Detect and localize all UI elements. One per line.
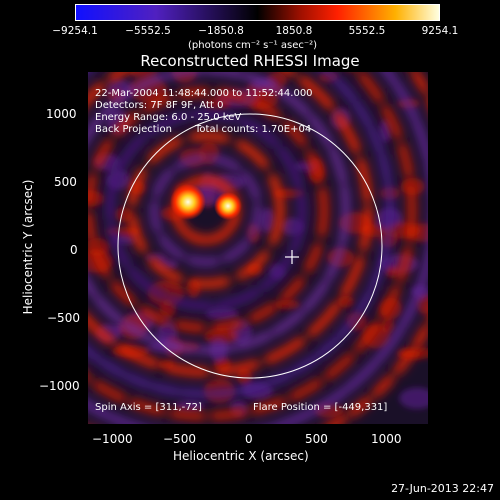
y-tick: 500 [54, 175, 77, 189]
x-axis-label: Heliocentric X (arcsec) [173, 449, 309, 463]
y-tick: −1000 [39, 379, 80, 393]
method-label: Back Projection [95, 124, 172, 135]
x-tick: −500 [163, 432, 196, 446]
ring-artifact [88, 72, 395, 399]
flare-source [214, 192, 242, 220]
noise-blob [399, 387, 428, 409]
x-tick: 0 [245, 432, 253, 446]
solar-image [88, 72, 428, 424]
x-tick: 500 [305, 432, 328, 446]
y-tick: 0 [70, 243, 78, 257]
flare-position-label: Flare Position = [-449,331] [253, 402, 388, 413]
y-axis-label: Heliocentric Y (arcsec) [21, 179, 35, 315]
noise-blob [274, 299, 301, 310]
y-tick: −500 [47, 311, 80, 325]
timestamp: 27-Jun-2013 22:47 [391, 482, 494, 495]
total-counts: Total counts: 1.70E+04 [195, 124, 312, 135]
colorbar-tick: −5552.5 [125, 25, 171, 37]
noise-blob [205, 307, 239, 320]
colorbar-tick: 5552.5 [348, 25, 386, 37]
ring-artifact [88, 72, 373, 377]
ring-artifact [149, 153, 263, 267]
spin-axis-label: Spin Axis = [311,-72] [95, 402, 202, 413]
ring-artifact [88, 87, 329, 333]
ring-artifact [127, 131, 285, 289]
solar-limb [117, 113, 383, 379]
noise-blob [129, 72, 159, 78]
ring-artifact [105, 109, 307, 311]
noise-blob [204, 327, 239, 345]
noise-blob [384, 266, 400, 278]
y-tick: 1000 [46, 107, 77, 121]
detectors-label: Detectors: 7F 8F 9F, Att 0 [95, 100, 224, 111]
colorbar-units: (photons cm⁻² s⁻¹ asec⁻²) [188, 40, 318, 51]
colorbar-tick: 9254.1 [421, 25, 459, 37]
image-canvas [88, 72, 428, 424]
x-tick: 1000 [371, 432, 402, 446]
noise-blob [338, 295, 354, 308]
noise-blob [379, 119, 392, 143]
flare-source [170, 184, 206, 220]
x-tick: −1000 [92, 432, 133, 446]
noise-blob [259, 208, 276, 233]
colorbar-tick: −9254.1 [52, 25, 98, 37]
ring-artifact [88, 72, 351, 355]
ring-artifact [88, 72, 417, 421]
time-range: 22-Mar-2004 11:48:44.000 to 11:52:44.000 [95, 88, 313, 99]
plot-title: Reconstructed RHESSI Image [140, 52, 360, 70]
colorbar-tick: −1850.8 [198, 25, 244, 37]
colorbar [75, 4, 440, 21]
noise-blob [203, 97, 231, 110]
colorbar-tick: 1850.8 [275, 25, 313, 37]
energy-range: Energy Range: 6.0 - 25.0 keV [95, 112, 242, 123]
noise-blob [175, 400, 204, 412]
